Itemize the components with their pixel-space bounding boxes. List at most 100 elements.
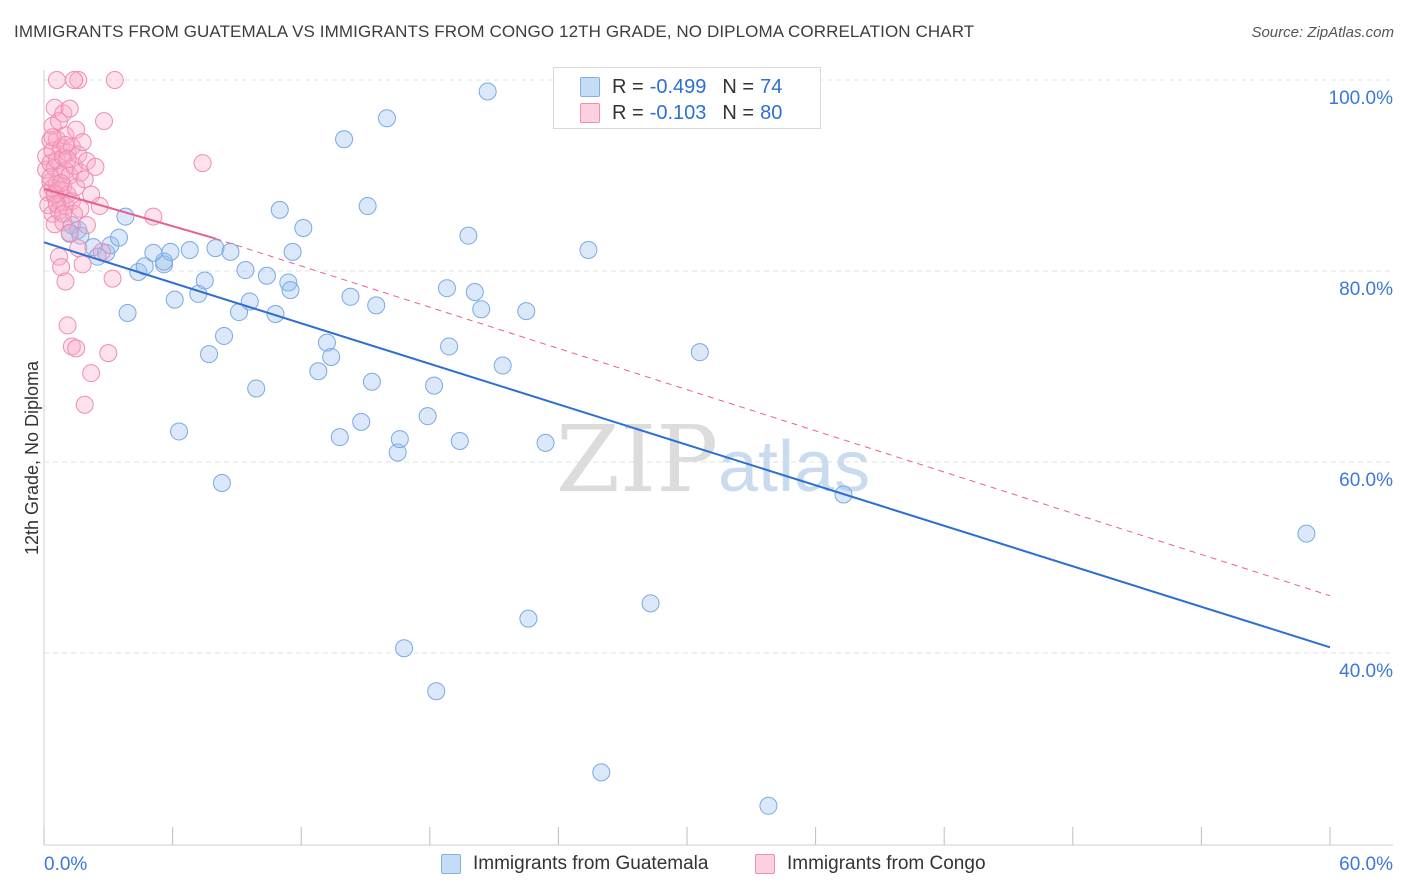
point-congo — [77, 152, 96, 171]
point-congo — [86, 157, 105, 176]
legend-swatch-congo — [580, 103, 600, 123]
point-congo — [75, 170, 94, 189]
point-congo — [82, 364, 101, 383]
point-guatemala — [266, 304, 285, 323]
trendline-congo — [43, 187, 216, 240]
legend-r-value: -0.103 — [649, 101, 707, 124]
point-guatemala — [335, 130, 354, 149]
point-guatemala — [1297, 524, 1316, 543]
point-congo — [56, 272, 75, 291]
point-congo — [77, 216, 96, 235]
point-guatemala — [641, 594, 660, 613]
point-congo — [60, 223, 79, 242]
point-guatemala — [330, 428, 349, 447]
legend-row-guatemala: R = -0.499 N = 74 — [580, 74, 788, 100]
point-guatemala — [418, 407, 437, 426]
y-axis-label: 12th Grade, No Diploma — [22, 360, 42, 555]
point-guatemala — [517, 302, 536, 321]
point-guatemala — [759, 796, 778, 815]
point-guatemala — [519, 609, 538, 628]
point-congo — [69, 71, 88, 89]
point-guatemala — [478, 82, 497, 101]
point-congo — [58, 150, 77, 169]
point-guatemala — [388, 443, 407, 462]
legend-n-value: 80 — [760, 101, 783, 124]
point-guatemala — [215, 326, 234, 345]
point-guatemala — [459, 226, 478, 245]
point-guatemala — [161, 242, 180, 261]
point-guatemala — [118, 304, 137, 323]
point-congo — [67, 339, 86, 358]
bottom-legend-swatch-guatemala — [441, 854, 461, 874]
bottom-legend-label-congo: Immigrants from Congo — [787, 853, 986, 874]
y-tick-label: 80.0% — [1339, 279, 1393, 300]
bottom-legend-label-guatemala: Immigrants from Guatemala — [473, 853, 709, 874]
point-guatemala — [367, 296, 386, 315]
point-guatemala — [221, 242, 240, 261]
legend-r-label: R = — [612, 101, 644, 124]
legend-row-congo: R = -0.103 N = 80 — [580, 100, 788, 126]
point-guatemala — [317, 333, 336, 352]
point-congo — [60, 99, 79, 118]
chart-title: IMMIGRANTS FROM GUATEMALA VS IMMIGRANTS … — [14, 22, 975, 41]
point-guatemala — [294, 219, 313, 238]
point-guatemala — [155, 252, 174, 271]
legend-n-label: N = — [722, 101, 755, 124]
legend-n-label: N = — [722, 75, 755, 98]
point-guatemala — [437, 279, 456, 298]
point-congo — [52, 174, 71, 193]
stats-legend: R = -0.499 N = 74 R = -0.103 N = 80 — [553, 67, 821, 129]
point-guatemala — [440, 337, 459, 356]
point-guatemala — [358, 197, 377, 216]
point-congo — [45, 98, 64, 117]
point-congo — [95, 112, 114, 131]
point-guatemala — [206, 239, 225, 258]
point-guatemala — [472, 300, 491, 319]
point-congo — [43, 128, 62, 147]
y-tick-label: 40.0% — [1339, 661, 1393, 682]
point-congo — [103, 269, 122, 288]
trendline-congo-dashed — [215, 238, 1331, 597]
point-guatemala — [592, 763, 611, 782]
point-guatemala — [390, 430, 409, 449]
point-guatemala — [536, 433, 555, 452]
x-tick-label: 60.0% — [1339, 854, 1393, 875]
point-congo — [73, 133, 92, 152]
point-congo — [58, 316, 77, 335]
point-guatemala — [690, 343, 709, 362]
point-guatemala — [281, 281, 300, 300]
y-tick-label: 60.0% — [1339, 470, 1393, 491]
point-congo — [99, 344, 118, 363]
point-guatemala — [450, 431, 469, 450]
point-guatemala — [493, 356, 512, 375]
trendline-guatemala — [43, 241, 1331, 649]
legend-r-value: -0.499 — [649, 75, 707, 98]
point-guatemala — [200, 345, 219, 364]
point-guatemala — [236, 261, 255, 280]
point-guatemala — [362, 372, 381, 391]
point-congo — [65, 71, 84, 89]
point-guatemala — [116, 207, 135, 226]
point-guatemala — [579, 240, 598, 259]
y-tick-label: 100.0% — [1329, 88, 1394, 109]
point-congo — [73, 255, 92, 274]
point-guatemala — [377, 109, 396, 128]
x-tick-label: 0.0% — [44, 854, 87, 875]
point-guatemala — [212, 474, 231, 493]
point-congo — [52, 258, 71, 277]
point-congo — [71, 199, 90, 218]
point-congo — [47, 71, 66, 89]
point-guatemala — [110, 228, 129, 247]
point-guatemala — [465, 283, 484, 302]
point-congo — [75, 395, 94, 414]
point-guatemala — [279, 273, 298, 292]
point-guatemala — [180, 240, 199, 259]
point-guatemala — [270, 200, 289, 219]
watermark-zip: ZIP — [556, 406, 718, 513]
point-guatemala — [309, 362, 328, 381]
point-congo — [90, 197, 109, 216]
point-congo — [54, 204, 73, 223]
point-guatemala — [395, 639, 414, 658]
source-label: Source: ZipAtlas.com — [1251, 24, 1394, 41]
